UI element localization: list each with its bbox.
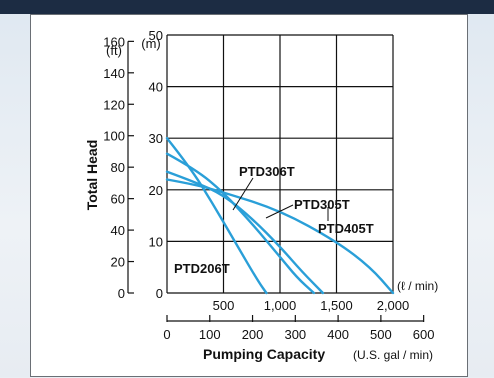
y-ft-tick-label: 60 (111, 192, 125, 207)
header-band (0, 0, 494, 14)
x-axis-unit: (U.S. gal / min) (353, 348, 433, 362)
x-lmin-tick-label: 1,500 (320, 298, 353, 313)
y-ft-tick-label: 20 (111, 255, 125, 270)
y-ft-tick-label: 80 (111, 160, 125, 175)
y-ft-unit-label: (ft) (106, 43, 122, 58)
y-m-tick-label: 10 (149, 234, 163, 249)
y-ft-tick-label: 120 (103, 97, 125, 112)
x-gal-tick-label: 500 (370, 327, 392, 342)
y-m-tick-label: 0 (156, 286, 163, 301)
y-m-tick-label: 20 (149, 183, 163, 198)
x-lmin-tick-label: 1,000 (264, 298, 297, 313)
series-label-ptd306t: PTD306T (239, 164, 295, 179)
x-gal-tick-label: 400 (327, 327, 349, 342)
series-label-ptd206t: PTD206T (174, 261, 230, 276)
x-gal-tick-label: 100 (199, 327, 221, 342)
leader-ptd305t (265, 204, 294, 219)
y-ft-tick-label: 160 (103, 34, 125, 49)
x-gal-tick-label: 200 (242, 327, 264, 342)
curve-ptd305t (165, 152, 316, 295)
y-ft-tick-label: 100 (103, 129, 125, 144)
curve-ptd206t (165, 137, 268, 295)
y-ft-tick-label: 140 (103, 66, 125, 81)
x-gal-tick-label: 0 (163, 327, 170, 342)
y-m-unit-label: (m) (141, 36, 161, 51)
x-lmin-tick-label: 2,000 (377, 298, 410, 313)
chart-panel: 50 40 30 20 10 0 160 140 120 100 80 60 40 20 0 500 1,000… (30, 14, 468, 377)
x-lmin-unit-label: (ℓ / min) (397, 279, 438, 293)
curve-ptd405t (165, 178, 395, 295)
y-axis-title: Total Head (84, 140, 100, 211)
x-axis-title: Pumping Capacity (203, 346, 325, 362)
y-ft-tick-label: 40 (111, 223, 125, 238)
leader-ptd306t (232, 177, 254, 211)
x-gal-tick-label: 300 (284, 327, 306, 342)
y-m-tick-label: 50 (149, 28, 163, 43)
series-label-ptd305t: PTD305T (294, 197, 350, 212)
x-lmin-tick-label: 500 (213, 298, 235, 313)
y-ft-tick-label: 0 (118, 286, 125, 301)
y-m-tick-label: 30 (149, 131, 163, 146)
x-gal-tick-label: 600 (413, 327, 435, 342)
series-label-ptd405t: PTD405T (318, 221, 374, 236)
y-m-tick-label: 40 (149, 80, 163, 95)
